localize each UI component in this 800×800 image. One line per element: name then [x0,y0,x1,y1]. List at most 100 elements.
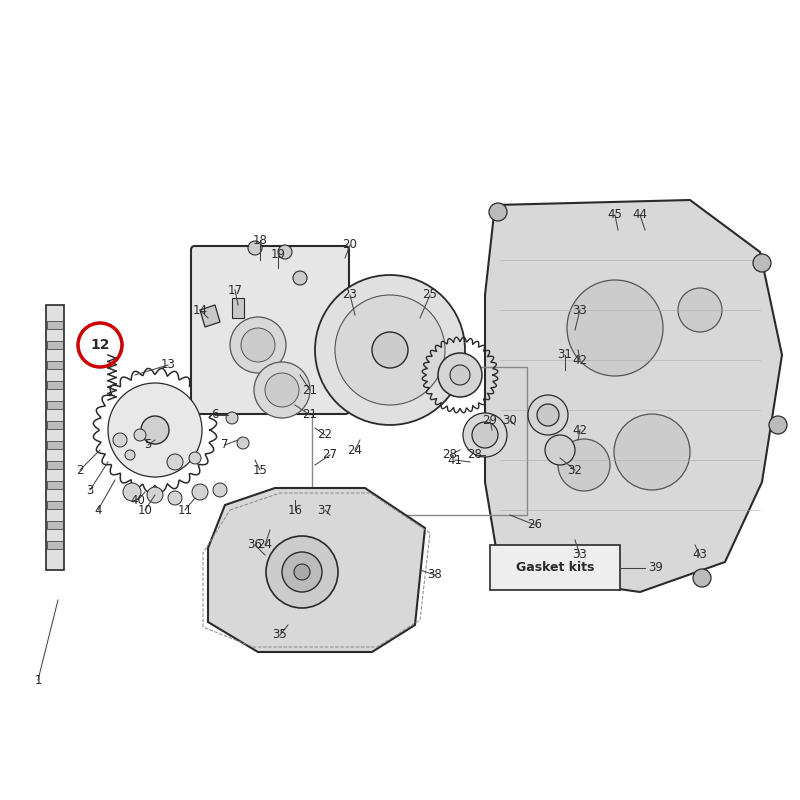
Text: 28: 28 [467,449,482,462]
Circle shape [192,484,208,500]
Circle shape [558,439,610,491]
Bar [312,367,527,515]
Circle shape [693,569,711,587]
Text: 10: 10 [138,503,153,517]
Circle shape [241,328,275,362]
Circle shape [125,450,135,460]
Text: 31: 31 [558,349,573,362]
Bar [47,401,63,409]
Bar [47,501,63,509]
Circle shape [254,362,310,418]
Circle shape [266,536,338,608]
Circle shape [213,483,227,497]
Bar [232,298,244,318]
Text: 17: 17 [227,283,242,297]
Circle shape [315,275,465,425]
Text: 33: 33 [573,303,587,317]
Text: 40: 40 [130,494,146,506]
Text: 38: 38 [428,569,442,582]
Circle shape [147,487,163,503]
Circle shape [134,429,146,441]
Bar [47,421,63,429]
Text: 42: 42 [573,423,587,437]
Text: 4: 4 [94,503,102,517]
Text: 27: 27 [322,449,338,462]
Text: 44: 44 [633,209,647,222]
Polygon shape [208,488,425,652]
Text: 15: 15 [253,463,267,477]
Bar [47,441,63,449]
Bar [47,341,63,349]
Text: 18: 18 [253,234,267,246]
Text: 43: 43 [693,549,707,562]
Text: 36: 36 [247,538,262,551]
Text: 19: 19 [270,249,286,262]
Circle shape [372,332,408,368]
Circle shape [769,416,787,434]
Polygon shape [200,305,220,327]
Circle shape [678,288,722,332]
Circle shape [230,317,286,373]
Text: 14: 14 [193,303,207,317]
FancyBboxPatch shape [191,246,349,414]
Circle shape [226,412,238,424]
Circle shape [501,559,519,577]
Circle shape [335,295,445,405]
Text: 42: 42 [573,354,587,366]
Bar [47,381,63,389]
Circle shape [567,280,663,376]
Circle shape [294,564,310,580]
Text: 22: 22 [318,429,333,442]
Text: 33: 33 [573,549,587,562]
Circle shape [141,416,169,444]
Bar [47,541,63,549]
Text: 21: 21 [302,409,318,422]
Circle shape [614,414,690,490]
Text: 23: 23 [342,289,358,302]
Text: Gasket kits: Gasket kits [516,561,594,574]
Polygon shape [485,200,782,592]
Circle shape [265,373,299,407]
Circle shape [537,404,559,426]
Text: 12: 12 [90,338,110,352]
Text: 2: 2 [76,463,84,477]
Text: 20: 20 [342,238,358,251]
Circle shape [108,383,202,477]
Circle shape [282,552,322,592]
Text: 32: 32 [567,463,582,477]
Polygon shape [46,305,64,570]
Circle shape [168,491,182,505]
Text: 13: 13 [161,358,175,371]
Text: 5: 5 [144,438,152,451]
Circle shape [489,203,507,221]
Circle shape [167,454,183,470]
Text: 11: 11 [178,503,193,517]
Text: 35: 35 [273,629,287,642]
Text: 16: 16 [287,503,302,517]
Circle shape [189,452,201,464]
Text: 39: 39 [649,561,663,574]
Circle shape [248,241,262,255]
Text: 25: 25 [422,289,438,302]
Text: 6: 6 [211,409,218,422]
Circle shape [278,245,292,259]
Bar [47,461,63,469]
Text: 1: 1 [34,674,42,686]
Bar [47,321,63,329]
Circle shape [450,365,470,385]
Text: 28: 28 [442,449,458,462]
Text: 3: 3 [86,483,94,497]
Bar [47,521,63,529]
Circle shape [472,422,498,448]
Bar [47,481,63,489]
Text: 24: 24 [258,538,273,551]
Text: 29: 29 [482,414,498,426]
Text: 21: 21 [302,383,318,397]
Text: 41: 41 [447,454,462,466]
Text: 26: 26 [527,518,542,531]
Text: 24: 24 [347,443,362,457]
Circle shape [545,435,575,465]
Circle shape [293,271,307,285]
Circle shape [463,413,507,457]
Text: 7: 7 [222,438,229,451]
